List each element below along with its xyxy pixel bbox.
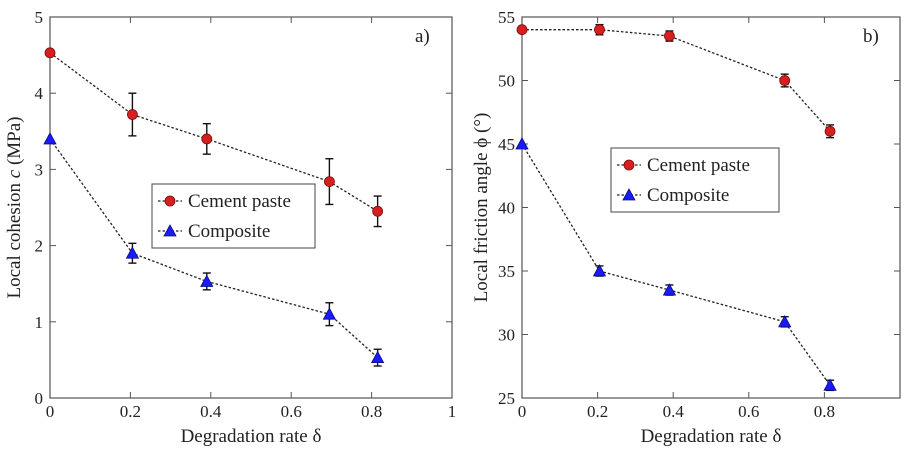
data-point-circle bbox=[201, 133, 213, 145]
data-point-triangle bbox=[515, 137, 529, 150]
data-point-triangle bbox=[662, 283, 677, 296]
data-point-circle bbox=[824, 125, 836, 137]
legend-box bbox=[610, 147, 780, 213]
panel-a-cohesion-chart: 0 0.2 0.4 0.6 0.8 1 0 1 2 3 4 5 Degradation rate δ Lo… bbox=[4, 8, 456, 447]
y-tick-label: 40 bbox=[498, 199, 515, 218]
series-triangle bbox=[515, 137, 837, 392]
plot-frame bbox=[49, 16, 453, 399]
series-circle bbox=[516, 23, 836, 139]
data-point-circle bbox=[44, 47, 56, 59]
data-point-triangle bbox=[370, 350, 385, 364]
legend-label: Cement paste bbox=[188, 191, 291, 212]
x-tick-label: 0.6 bbox=[738, 402, 759, 421]
series-triangle bbox=[43, 132, 385, 367]
y-tick-label: 3 bbox=[35, 160, 44, 179]
legend-label: Cement paste bbox=[647, 155, 750, 176]
panel-label: a) bbox=[415, 26, 430, 47]
panel-label: b) bbox=[863, 26, 879, 47]
legend-marker-triangle bbox=[163, 224, 177, 237]
y-tick-label: 55 bbox=[498, 8, 515, 27]
x-tick-label: 0.8 bbox=[814, 402, 835, 421]
data-point-circle bbox=[664, 30, 675, 42]
data-point-circle bbox=[779, 75, 791, 86]
data-point-triangle bbox=[43, 132, 57, 145]
x-axis-label: Degradation rate δ bbox=[641, 426, 782, 447]
y-tick-label: 1 bbox=[35, 313, 44, 332]
x-tick-label: 0 bbox=[46, 402, 55, 421]
data-point-triangle bbox=[592, 264, 607, 277]
y-tick-label: 50 bbox=[498, 72, 515, 91]
x-axis-label: Degradation rate δ bbox=[181, 426, 322, 447]
series-line bbox=[522, 29, 831, 132]
legend-marker-triangle bbox=[622, 188, 636, 201]
y-tick-label: 4 bbox=[35, 84, 44, 103]
legend: Cement paste Composite bbox=[151, 183, 316, 249]
data-point-triangle bbox=[322, 307, 337, 320]
x-tick-label: 0.4 bbox=[663, 402, 685, 421]
legend-marker-circle bbox=[623, 159, 635, 171]
y-tick-label: 0 bbox=[35, 389, 44, 408]
y-axis-label: Local friction angle ϕ (°) bbox=[471, 113, 492, 303]
y-tick-label: 45 bbox=[498, 135, 515, 154]
series-circle bbox=[44, 47, 384, 228]
data-point-triangle bbox=[200, 274, 214, 287]
data-point-circle bbox=[594, 24, 605, 36]
y-tick-label: 2 bbox=[35, 237, 44, 256]
legend-marker-circle bbox=[164, 195, 176, 207]
y-tick-label: 30 bbox=[498, 326, 515, 345]
legend: Cement paste Composite bbox=[610, 147, 780, 213]
panel-b-friction-chart: 0 0.2 0.4 0.6 0.8 25 30 35 40 45 50 55 Degradation r… bbox=[471, 8, 901, 447]
data-point-circle bbox=[516, 24, 528, 36]
y-tick-label: 35 bbox=[498, 262, 515, 281]
data-point-circle bbox=[372, 205, 384, 217]
data-point-circle bbox=[323, 176, 335, 187]
y-tick-label: 25 bbox=[498, 389, 515, 408]
x-tick-label: 0.2 bbox=[587, 402, 608, 421]
data-point-triangle bbox=[823, 378, 837, 391]
y-axis-label: Local cohesion c (MPa) bbox=[4, 116, 25, 298]
x-tick-label: 0.6 bbox=[281, 402, 302, 421]
data-point-circle bbox=[127, 109, 138, 120]
x-tick-label: 0.4 bbox=[200, 402, 222, 421]
x-tick-label: 0.8 bbox=[361, 402, 382, 421]
data-point-triangle bbox=[125, 246, 140, 259]
legend-label: Composite bbox=[647, 185, 729, 206]
x-tick-label: 1 bbox=[448, 402, 457, 421]
x-tick-label: 0.2 bbox=[120, 402, 141, 421]
x-tick-label: 0 bbox=[518, 402, 527, 421]
legend-box bbox=[151, 183, 316, 249]
data-point-triangle bbox=[778, 314, 792, 328]
legend-label: Composite bbox=[188, 221, 270, 242]
y-tick-label: 5 bbox=[35, 8, 44, 27]
